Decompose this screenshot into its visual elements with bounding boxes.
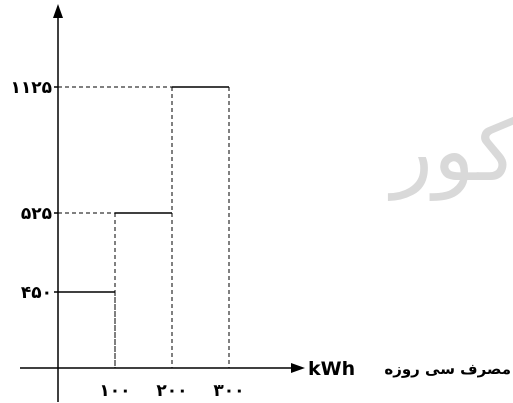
y-tick-labels: ۴۵۰ ۵۲۵ ۱۱۲۵ xyxy=(10,78,58,303)
x-tick-label: ۲۰۰ xyxy=(156,381,187,401)
y-tick-label: ۱۱۲۵ xyxy=(10,78,52,98)
x-tick-label: ۱۰۰ xyxy=(99,381,130,401)
x-tick-label: ۳۰۰ xyxy=(213,381,244,401)
x-axis-unit: kWh xyxy=(308,358,355,380)
y-axis xyxy=(53,4,63,402)
y-tick-label: ۴۵۰ xyxy=(21,283,52,303)
x-axis-label: مصرف سی روزه xyxy=(384,360,511,378)
x-axis xyxy=(20,363,305,373)
step-segments xyxy=(58,86,229,293)
y-axis-arrow-icon xyxy=(53,4,63,18)
x-axis-arrow-icon xyxy=(291,363,305,373)
x-tick-labels: ۱۰۰ ۲۰۰ ۳۰۰ xyxy=(99,381,244,401)
guide-lines xyxy=(58,86,230,368)
y-tick-label: ۵۲۵ xyxy=(21,204,52,224)
watermark-text: کور xyxy=(388,101,513,201)
